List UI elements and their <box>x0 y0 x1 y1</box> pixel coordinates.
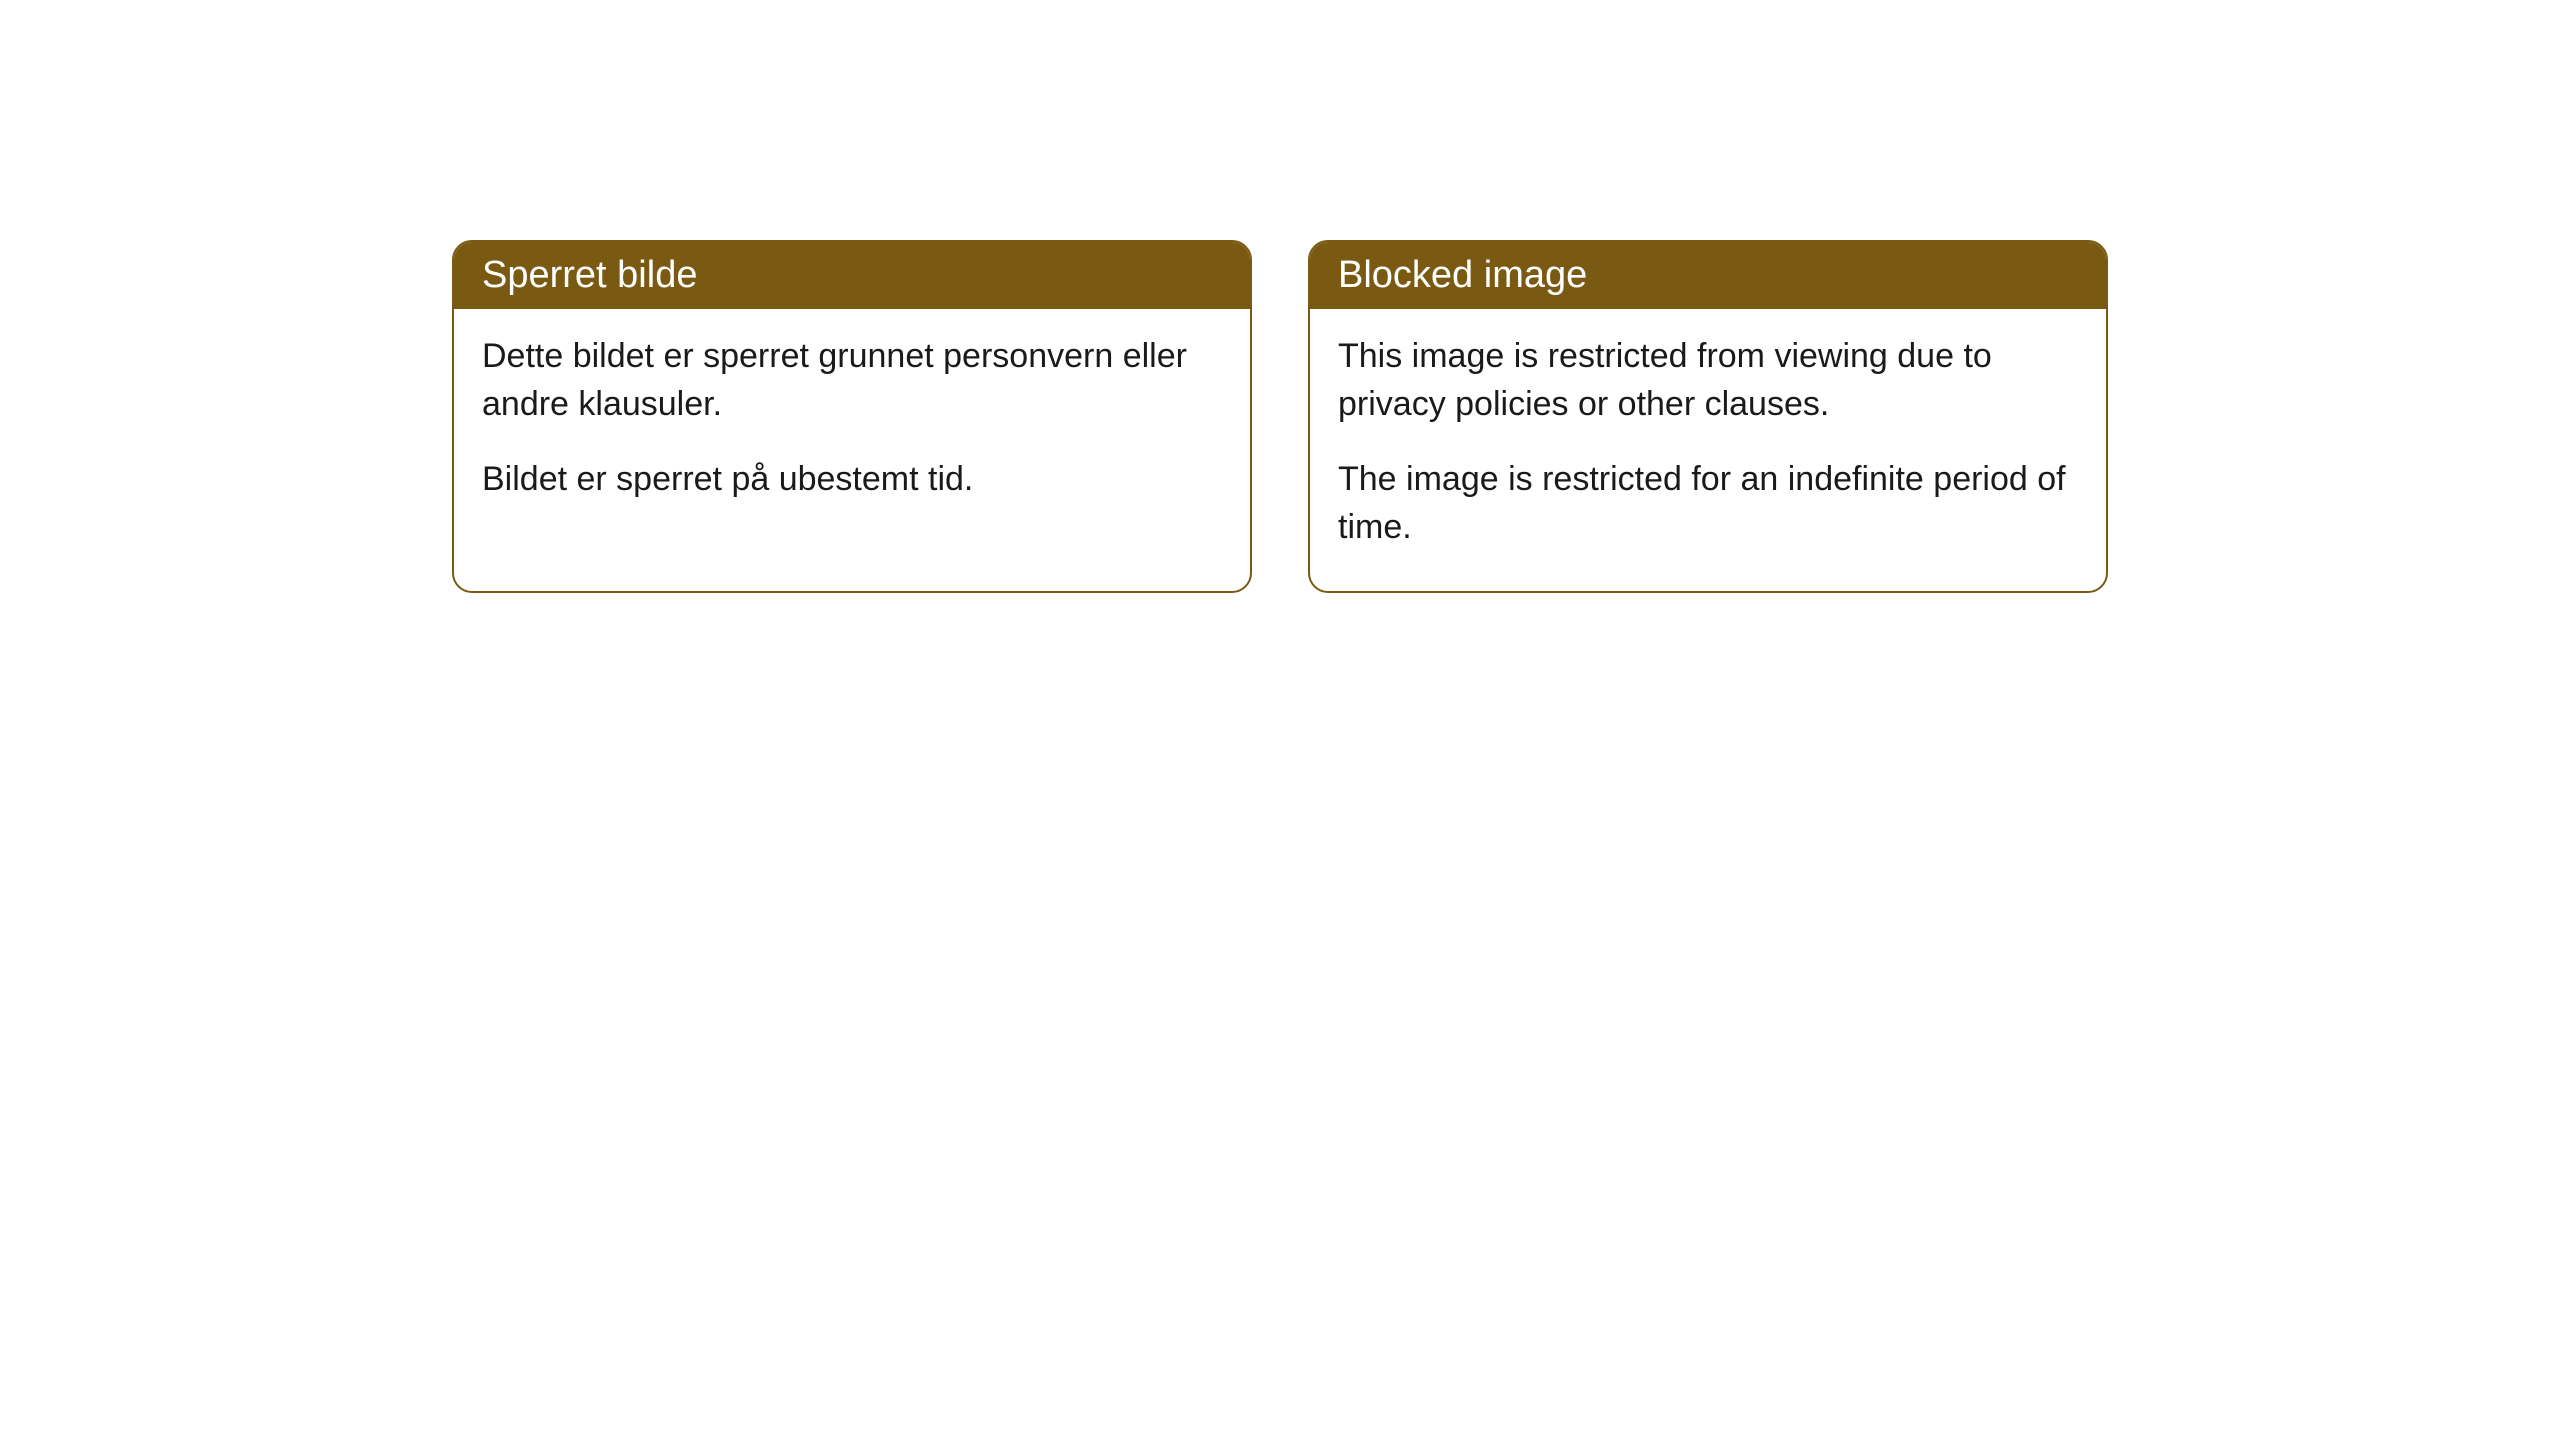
card-paragraph-2-english: The image is restricted for an indefinit… <box>1338 456 2078 551</box>
notice-card-norwegian: Sperret bilde Dette bildet er sperret gr… <box>452 240 1252 593</box>
cards-container: Sperret bilde Dette bildet er sperret gr… <box>452 240 2108 593</box>
card-body-norwegian: Dette bildet er sperret grunnet personve… <box>454 309 1250 544</box>
card-paragraph-2-norwegian: Bildet er sperret på ubestemt tid. <box>482 456 1222 504</box>
card-title-norwegian: Sperret bilde <box>482 254 697 296</box>
card-header-norwegian: Sperret bilde <box>454 242 1250 309</box>
notice-card-english: Blocked image This image is restricted f… <box>1308 240 2108 593</box>
card-paragraph-1-norwegian: Dette bildet er sperret grunnet personve… <box>482 333 1222 428</box>
card-paragraph-1-english: This image is restricted from viewing du… <box>1338 333 2078 428</box>
card-body-english: This image is restricted from viewing du… <box>1310 309 2106 591</box>
card-header-english: Blocked image <box>1310 242 2106 309</box>
card-title-english: Blocked image <box>1338 254 1587 296</box>
